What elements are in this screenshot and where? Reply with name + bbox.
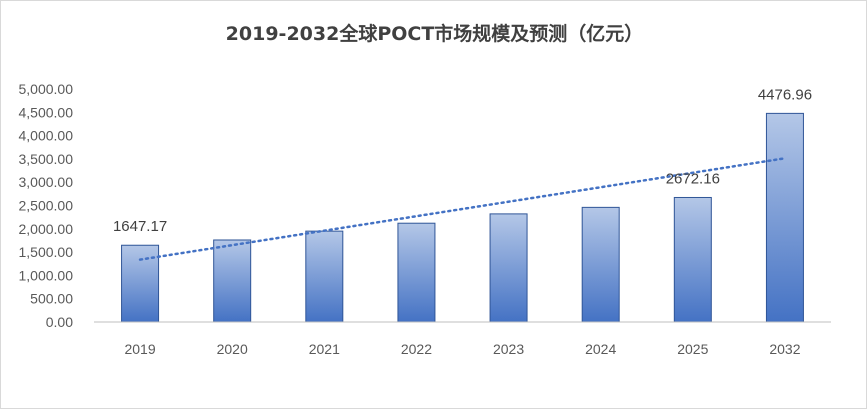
x-tick-label: 2032 [769, 341, 800, 357]
y-tick-label: 1,500.00 [19, 244, 74, 260]
y-tick-label: 3,000.00 [19, 174, 74, 190]
x-tick-label: 2019 [124, 341, 155, 357]
y-tick-label: 2,000.00 [19, 221, 74, 237]
data-label: 4476.96 [758, 86, 812, 103]
y-axis-ticks: 0.00 500.00 1,000.00 1,500.00 2,000.00 2,500.… [19, 81, 74, 330]
y-tick-label: 4,500.00 [19, 104, 74, 120]
data-labels: 1647.17 2672.16 4476.96 [113, 86, 812, 235]
y-tick-label: 500.00 [30, 291, 73, 307]
y-tick-label: 5,000.00 [19, 81, 74, 97]
y-tick-label: 2,500.00 [19, 198, 74, 214]
chart-title: 2019-2032全球POCT市场规模及预测（亿元） [225, 23, 644, 45]
bar [765, 112, 804, 323]
bar [489, 213, 528, 323]
x-tick-label: 2023 [493, 341, 524, 357]
y-tick-label: 0.00 [46, 314, 73, 330]
bar [213, 239, 252, 323]
bar [305, 230, 344, 323]
bars [121, 112, 804, 323]
bar [581, 206, 620, 323]
trendline [138, 157, 787, 261]
x-tick-label: 2024 [585, 341, 616, 357]
x-tick-label: 2025 [677, 341, 708, 357]
x-tick-label: 2021 [309, 341, 340, 357]
data-label: 1647.17 [113, 218, 167, 235]
x-tick-label: 2022 [401, 341, 432, 357]
y-tick-label: 1,000.00 [19, 267, 74, 283]
y-tick-label: 3,500.00 [19, 151, 74, 167]
x-tick-label: 2020 [217, 341, 248, 357]
bar [673, 196, 712, 323]
data-label: 2672.16 [666, 170, 720, 187]
bar [397, 222, 436, 323]
x-axis-ticks: 2019 2020 2021 2022 2023 2024 2025 2032 [124, 341, 800, 357]
y-tick-label: 4,000.00 [19, 128, 74, 144]
